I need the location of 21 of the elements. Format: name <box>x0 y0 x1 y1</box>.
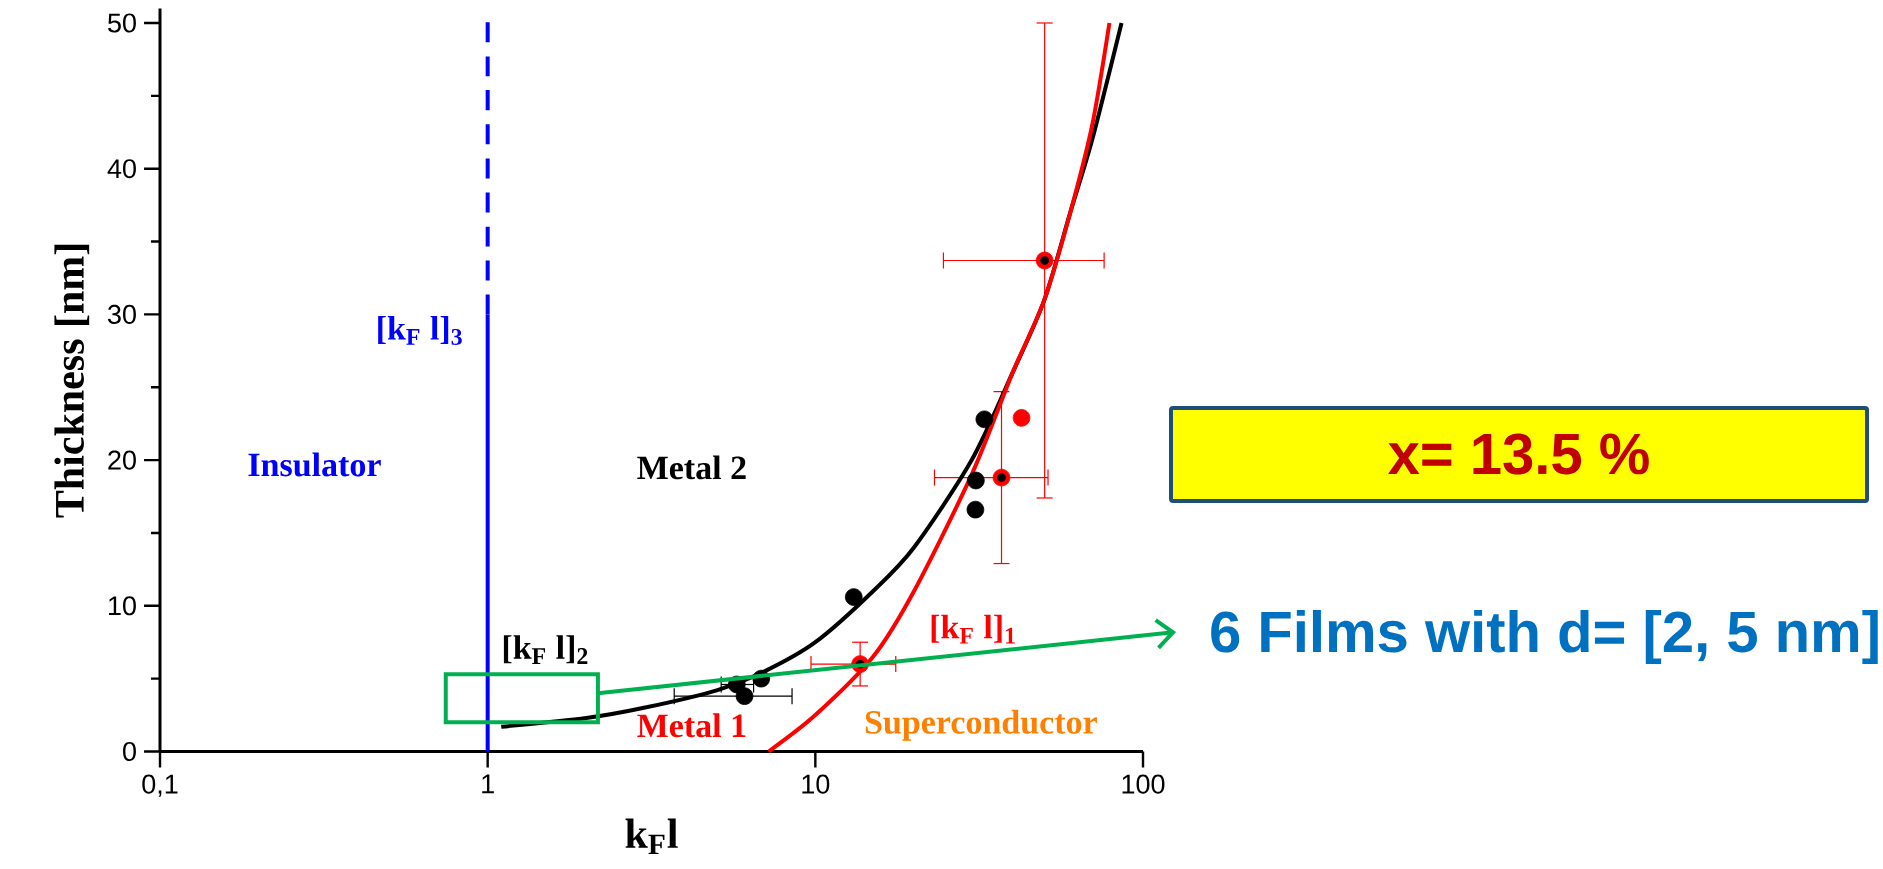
y-tick-label: 50 <box>108 13 136 33</box>
x-tick-label: 1 <box>482 774 494 794</box>
y-tick-label: 10 <box>109 596 136 616</box>
annotation: Metal 2 <box>637 455 746 480</box>
text: 6 Films with d= [2, 5 nm] <box>1211 609 1878 665</box>
text: x= 13.5 % <box>1388 433 1649 475</box>
y-tick-label: 40 <box>107 159 136 179</box>
y-tick-label: 0 <box>123 741 136 762</box>
x-tick-label: 0,1 <box>142 774 178 797</box>
y-axis-title: Thickness [nm] <box>54 244 90 518</box>
annotation: [k$_{F}$ l]$_{1}$ <box>931 614 1015 644</box>
y-tick-label: 30 <box>107 304 136 324</box>
y-tick-label: 20 <box>108 450 136 470</box>
annotation: [k$_{F}$ l]$_{3}$ <box>378 315 462 345</box>
x-tick-label: 10 <box>802 774 830 794</box>
x-axis-title: k$_{F}$l <box>625 818 678 854</box>
annotation: Metal 1 <box>637 713 746 738</box>
annotation: Superconductor <box>865 709 1097 741</box>
x-tick-label: 100 <box>1122 774 1165 794</box>
annotation: Insulator <box>248 452 381 477</box>
annotation: [k$_{F}$ l]$_{2}$ <box>503 635 588 664</box>
